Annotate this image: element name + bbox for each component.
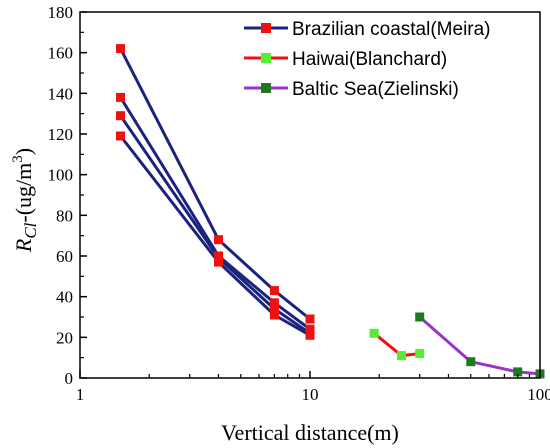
legend-marker-haiwai xyxy=(261,53,271,63)
legend-item-brazilian: Brazilian coastal(Meira) xyxy=(244,19,491,40)
x-tick-label: 100 xyxy=(527,385,550,404)
legend-label-haiwai: Haiwai(Blanchard) xyxy=(292,49,447,70)
y-tick-label: 120 xyxy=(48,125,74,144)
legend-label-brazilian: Brazilian coastal(Meira) xyxy=(292,19,491,40)
data-point xyxy=(214,235,223,245)
data-point xyxy=(305,314,315,324)
y-axis-title-close: ) xyxy=(11,148,36,155)
legend-marker-baltic xyxy=(261,83,271,93)
y-axis-title-rest: -(ug/m xyxy=(11,163,36,223)
data-point xyxy=(269,298,279,308)
data-point xyxy=(269,286,279,296)
data-point xyxy=(466,357,476,367)
y-tick-label: 60 xyxy=(56,247,73,266)
data-point xyxy=(397,351,406,361)
series-line-2 xyxy=(119,114,311,335)
y-axis-title-main: R xyxy=(11,238,36,253)
data-point xyxy=(116,131,125,141)
data-point xyxy=(415,349,425,359)
y-tick-label: 0 xyxy=(65,369,74,388)
series-line-4 xyxy=(373,332,420,358)
legend-item-baltic: Baltic Sea(Zielinski) xyxy=(244,79,459,100)
x-axis-title: Vertical distance(m) xyxy=(221,420,399,445)
legend-item-haiwai: Haiwai(Blanchard) xyxy=(244,49,447,70)
legend: Brazilian coastal(Meira) Haiwai(Blanchar… xyxy=(244,19,491,100)
data-point xyxy=(415,312,425,322)
data-point xyxy=(369,328,379,338)
data-point xyxy=(269,304,279,314)
series-line-3 xyxy=(119,135,311,337)
data-point xyxy=(116,44,125,54)
legend-marker-brazilian xyxy=(261,23,271,33)
data-point xyxy=(116,92,125,102)
y-tick-label: 100 xyxy=(48,166,74,185)
data-point xyxy=(269,310,279,320)
x-tick-label: 1 xyxy=(76,385,85,404)
y-tick-label: 140 xyxy=(48,84,74,103)
data-point xyxy=(214,257,223,267)
y-tick-label: 20 xyxy=(56,328,73,347)
data-point xyxy=(116,111,125,121)
series-line-1 xyxy=(119,96,311,331)
y-tick-label: 160 xyxy=(48,44,74,63)
ticks-layer: 0 20 40 60 80 100 120 140 160 180 1 10 100 xyxy=(48,3,550,404)
legend-label-baltic: Baltic Sea(Zielinski) xyxy=(292,79,459,100)
y-axis-title-sup: 3 xyxy=(10,155,26,163)
y-tick-label: 80 xyxy=(56,206,73,225)
y-axis-title: RCl-(ug/m3) xyxy=(10,148,40,253)
y-axis-title-sub: Cl xyxy=(21,222,40,238)
data-point xyxy=(305,330,315,340)
series-line-5 xyxy=(418,315,541,376)
x-tick-label: 10 xyxy=(302,385,319,404)
series-layer xyxy=(119,47,541,376)
y-tick-label: 40 xyxy=(56,288,73,307)
y-tick-label: 180 xyxy=(48,3,74,22)
data-point xyxy=(513,367,523,377)
series-line-0 xyxy=(119,47,311,321)
